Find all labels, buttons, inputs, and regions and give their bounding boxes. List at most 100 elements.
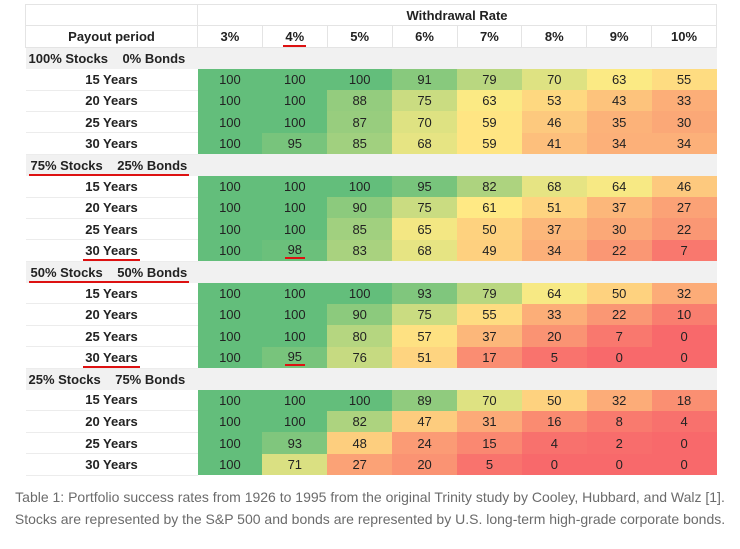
success-rate-cell: 100 — [262, 197, 328, 219]
success-rate-cell: 82 — [327, 410, 393, 433]
allocation-group-header: 75% Stocks 25% Bonds — [25, 154, 717, 176]
success-rate-cell: 63 — [457, 90, 522, 112]
success-rate-cell: 64 — [521, 282, 587, 304]
success-rate-cell: 100 — [197, 432, 263, 454]
success-rate-cell: 100 — [197, 111, 263, 133]
payout-period-label: 30 Years — [25, 239, 198, 262]
column-header: 9% — [586, 25, 653, 48]
success-rate-cell: 32 — [586, 389, 652, 411]
success-rate-cell: 100 — [197, 325, 263, 347]
payout-period-label: 20 Years — [25, 410, 198, 433]
success-rate-cell: 32 — [651, 282, 717, 304]
success-rate-cell: 30 — [586, 218, 652, 240]
success-rate-cell: 79 — [457, 282, 522, 304]
column-header-row: Payout period 3% 4% 5% 6% 7% 8% 9% 10% — [25, 25, 718, 48]
success-rate-cell: 71 — [262, 453, 328, 476]
success-rate-cell: 100 — [197, 90, 263, 112]
success-rate-cell: 27 — [651, 197, 717, 219]
success-rate-cell: 100 — [327, 389, 393, 411]
success-rate-cell: 89 — [392, 389, 457, 411]
success-rate-cell: 100 — [197, 453, 263, 476]
allocation-label: 25% Stocks 75% Bonds — [25, 368, 717, 390]
success-rate-cell: 76 — [327, 346, 393, 369]
success-rate-cell: 5 — [521, 346, 587, 369]
success-rate-cell: 100 — [262, 68, 328, 91]
success-rate-cell: 22 — [651, 218, 717, 240]
success-rate-cell: 53 — [521, 90, 587, 112]
success-rate-cell: 50 — [586, 282, 652, 304]
success-rate-cell: 0 — [651, 325, 717, 347]
success-rate-cell: 50 — [457, 218, 522, 240]
success-rate-cell: 70 — [457, 389, 522, 411]
success-rate-cell: 100 — [197, 175, 263, 198]
success-rate-cell: 30 — [651, 111, 717, 133]
success-rate-cell: 63 — [586, 68, 652, 91]
success-rate-cell: 46 — [651, 175, 717, 198]
success-rate-cell: 100 — [327, 282, 393, 304]
success-rate-cell: 100 — [262, 282, 328, 304]
success-rate-cell: 41 — [521, 132, 587, 155]
payout-period-label: 30 Years — [25, 453, 198, 476]
column-header: 3% — [197, 25, 263, 48]
success-rate-cell: 0 — [521, 453, 587, 476]
success-rate-cell: 33 — [521, 303, 587, 326]
table-row: 15 Years 100 100 100 89 70 50 32 18 — [25, 389, 717, 412]
payout-period-label: 20 Years — [25, 90, 198, 112]
success-rate-cell: 31 — [457, 410, 522, 433]
success-rate-cell: 0 — [651, 453, 717, 476]
table-row: 25 Years 100 100 80 57 37 20 7 0 — [25, 325, 717, 348]
success-rate-cell: 100 — [197, 389, 263, 411]
success-rate-cell: 10 — [651, 303, 717, 326]
success-rate-cell: 34 — [586, 132, 652, 155]
success-rate-cell: 2 — [586, 432, 652, 454]
success-rate-cell: 100 — [197, 197, 263, 219]
payout-period-label: 25 Years — [25, 325, 198, 348]
success-rate-cell: 87 — [327, 111, 393, 133]
table-row: 30 Years 100 98 83 68 49 34 22 7 — [25, 239, 717, 262]
column-header: 7% — [456, 25, 523, 48]
table-row: 25 Years 100 100 85 65 50 37 30 22 — [25, 218, 717, 241]
success-rate-cell: 33 — [651, 90, 717, 112]
success-rate-cell: 16 — [521, 410, 587, 433]
success-rate-cell: 37 — [457, 325, 522, 347]
success-rate-cell: 98 — [262, 239, 328, 262]
table-row: 20 Years 100 100 88 75 63 53 43 33 — [25, 90, 717, 112]
success-rate-cell: 59 — [457, 132, 522, 155]
table-row: 20 Years 100 100 90 75 55 33 22 10 — [25, 303, 717, 326]
success-rate-cell: 80 — [327, 325, 393, 347]
success-rate-cell: 46 — [521, 111, 587, 133]
success-rate-cell: 59 — [457, 111, 522, 133]
table-row: 15 Years 100 100 100 91 79 70 63 55 — [25, 68, 717, 91]
table-row: 15 Years 100 100 100 95 82 68 64 46 — [25, 175, 717, 198]
success-rate-cell: 8 — [586, 410, 652, 433]
success-rate-cell: 100 — [197, 239, 263, 262]
success-rate-cell: 100 — [262, 389, 328, 411]
column-header: 10% — [651, 25, 718, 48]
success-rate-cell: 85 — [327, 132, 393, 155]
success-rate-cell: 51 — [521, 197, 587, 219]
success-rate-cell: 83 — [327, 239, 393, 262]
success-rate-cell: 90 — [327, 197, 393, 219]
success-rate-cell: 17 — [457, 346, 522, 369]
allocation-group-header: 25% Stocks 75% Bonds — [25, 368, 717, 390]
success-rate-cell: 35 — [586, 111, 652, 133]
success-rate-cell: 4 — [521, 432, 587, 454]
success-rate-cell: 100 — [262, 410, 328, 433]
success-rate-cell: 5 — [457, 453, 522, 476]
success-rate-cell: 47 — [392, 410, 457, 433]
success-rate-cell: 22 — [586, 303, 652, 326]
success-rate-cell: 18 — [651, 389, 717, 411]
success-rate-cell: 20 — [521, 325, 587, 347]
payout-period-label: 30 Years — [25, 132, 198, 155]
success-rate-cell: 0 — [651, 346, 717, 369]
allocation-label: 75% Stocks 25% Bonds — [25, 154, 717, 176]
success-rate-cell: 85 — [327, 218, 393, 240]
allocation-label: 100% Stocks 0% Bonds — [25, 47, 717, 69]
success-rate-cell: 88 — [327, 90, 393, 112]
success-rate-cell: 0 — [586, 453, 652, 476]
success-rate-cell: 100 — [262, 303, 328, 326]
success-rate-cell: 68 — [521, 175, 587, 198]
success-rate-cell: 20 — [392, 453, 457, 476]
success-rate-cell: 79 — [457, 68, 522, 91]
success-rate-cell: 27 — [327, 453, 393, 476]
